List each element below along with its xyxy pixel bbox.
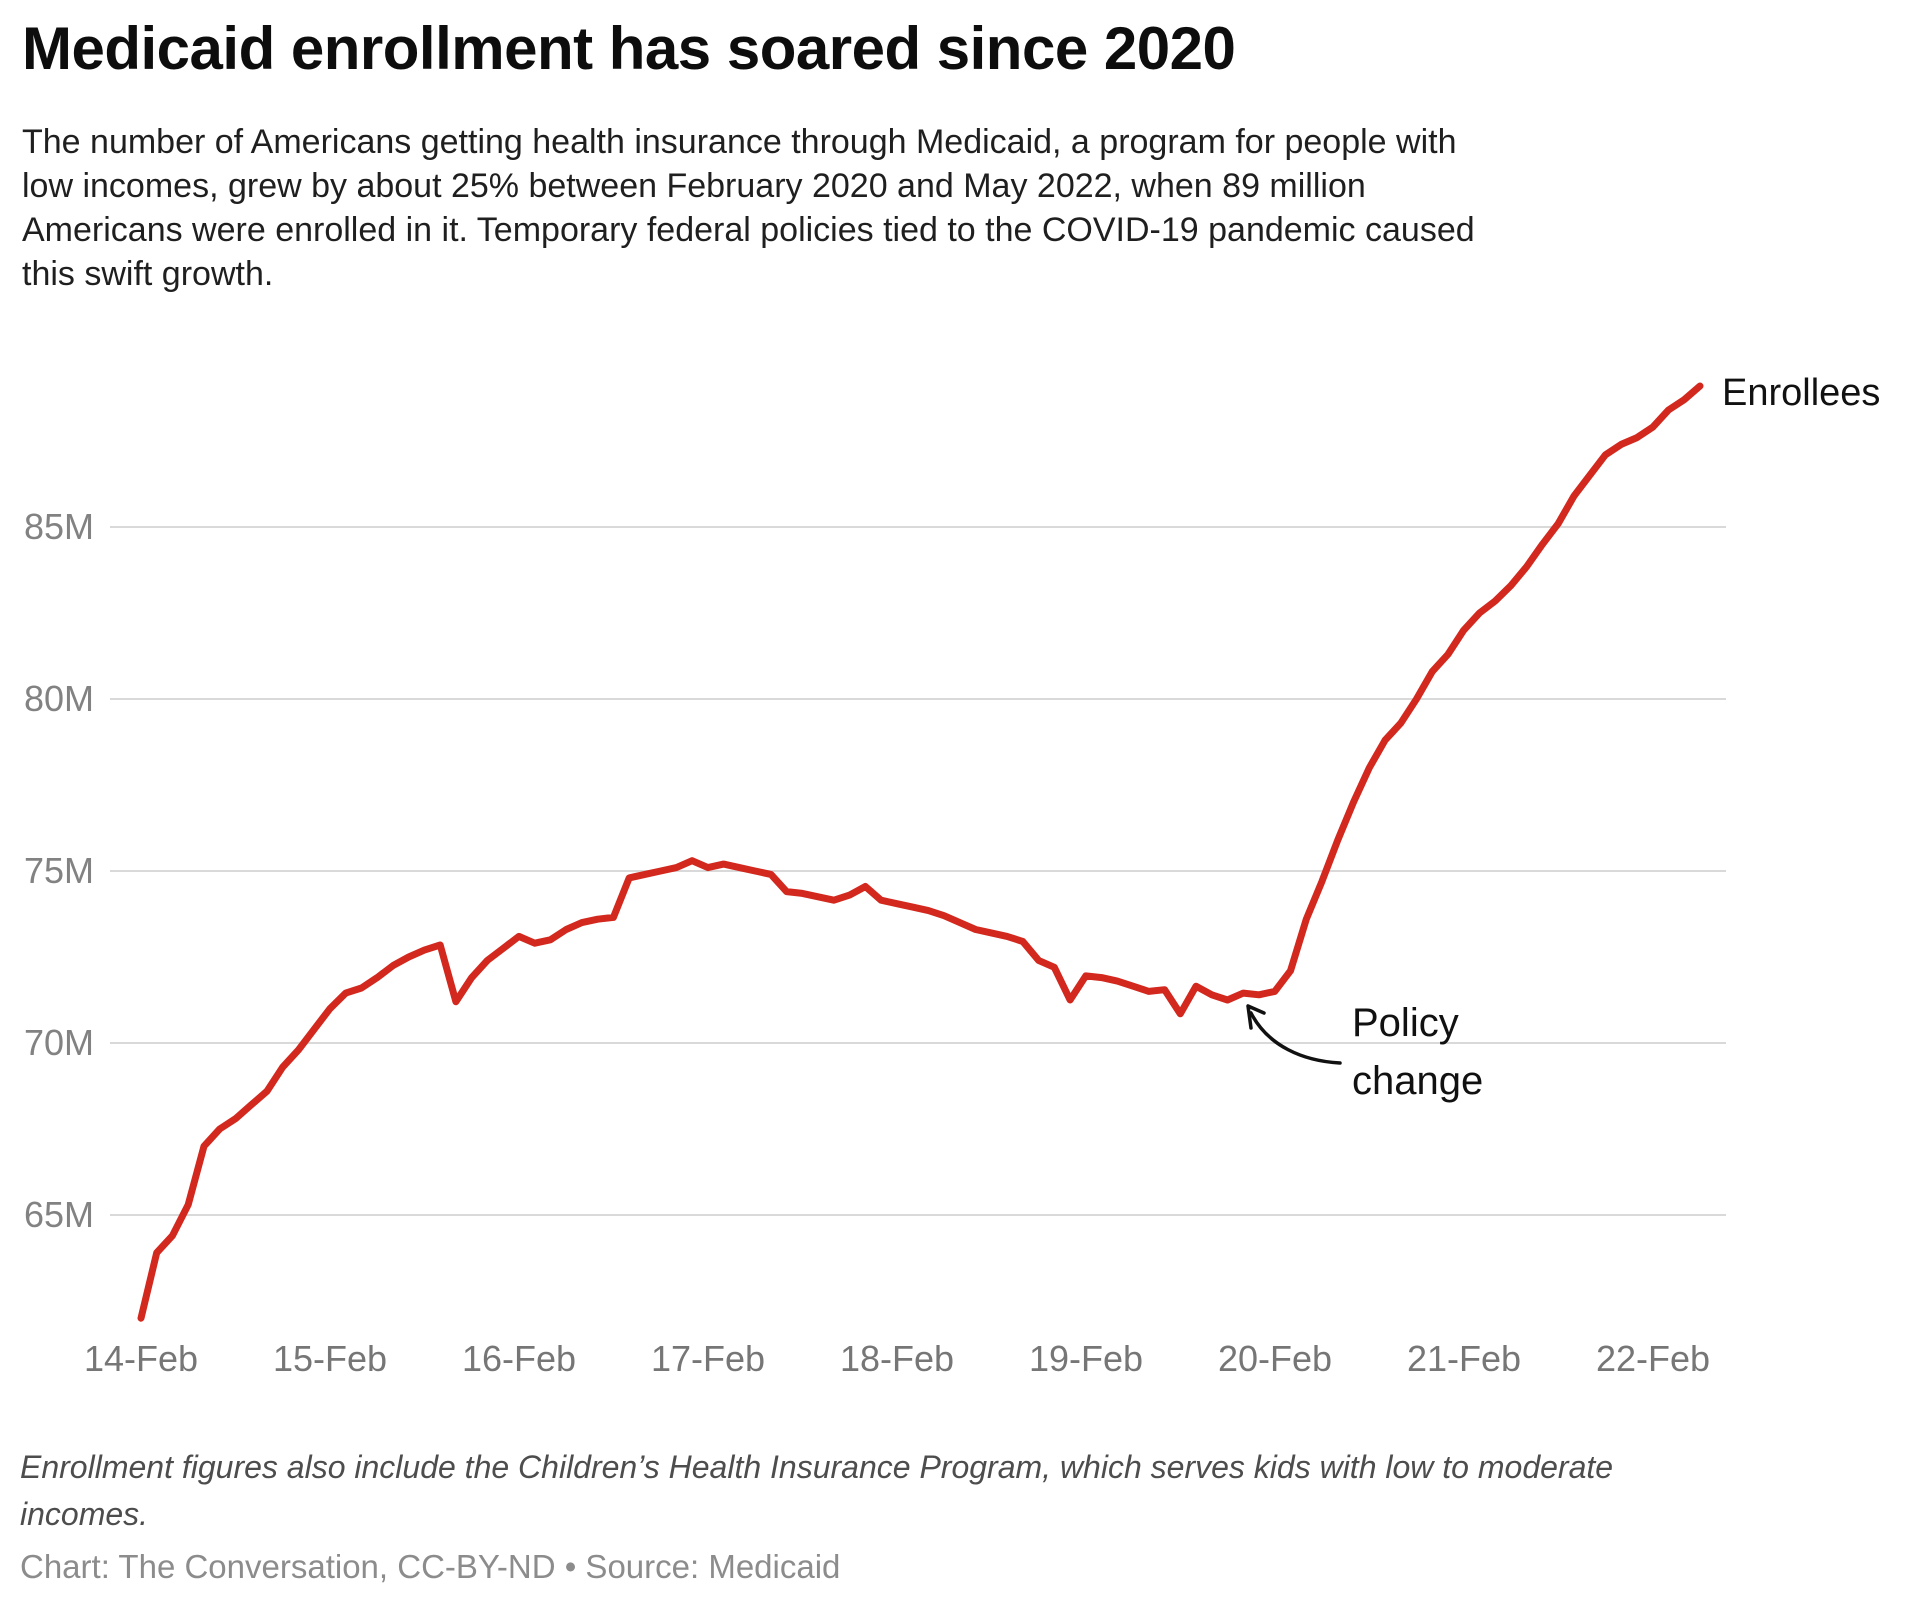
policy-change-arrowhead (1246, 1004, 1266, 1030)
policy-change-annotation: Policy change (1352, 994, 1483, 1110)
x-axis-tick-21feb: 21-Feb (1406, 1338, 1522, 1379)
x-axis-tick-14feb: 14-Feb (83, 1338, 199, 1379)
subtitle-line: The number of Americans getting health i… (22, 123, 1457, 161)
subtitle-line: low incomes, grew by about 25% between F… (22, 167, 1366, 205)
gridlines (110, 526, 1726, 1216)
x-axis-tick-19feb: 19-Feb (1028, 1338, 1144, 1379)
policy-change-arrow (1249, 1011, 1342, 1065)
enrollees-line-series (137, 382, 1704, 1322)
x-axis-tick-18feb: 18-Feb (839, 1338, 955, 1379)
chart-subtitle: The number of Americans getting health i… (22, 120, 1475, 296)
x-axis-tick-16feb: 16-Feb (461, 1338, 577, 1379)
y-axis-tick-70m: 70M (23, 1022, 94, 1063)
footnote-line: incomes. (20, 1496, 149, 1532)
x-axis-tick-22feb: 22-Feb (1595, 1338, 1711, 1379)
footnote: Enrollment figures also include the Chil… (20, 1444, 1613, 1538)
y-axis-tick-65m: 65M (23, 1194, 94, 1235)
y-axis-tick-85m: 85M (23, 506, 94, 547)
page-title: Medicaid enrollment has soared since 202… (22, 15, 1236, 82)
policy-change-line1: Policy (1352, 1001, 1459, 1045)
y-axis-tick-80m: 80M (23, 678, 94, 719)
credit-line: Chart: The Conversation, CC-BY-ND • Sour… (20, 1548, 841, 1585)
series-label-enrollees: Enrollees (1722, 372, 1881, 414)
x-axis-tick-15feb: 15-Feb (272, 1338, 388, 1379)
x-axis-tick-20feb: 20-Feb (1217, 1338, 1333, 1379)
policy-change-line2: change (1352, 1059, 1484, 1103)
y-axis-tick-75m: 75M (23, 850, 94, 891)
x-axis-tick-17feb: 17-Feb (650, 1338, 766, 1379)
subtitle-line: this swift growth. (22, 255, 274, 293)
footnote-line: Enrollment figures also include the Chil… (20, 1449, 1614, 1485)
subtitle-line: Americans were enrolled in it. Temporary… (22, 211, 1475, 249)
